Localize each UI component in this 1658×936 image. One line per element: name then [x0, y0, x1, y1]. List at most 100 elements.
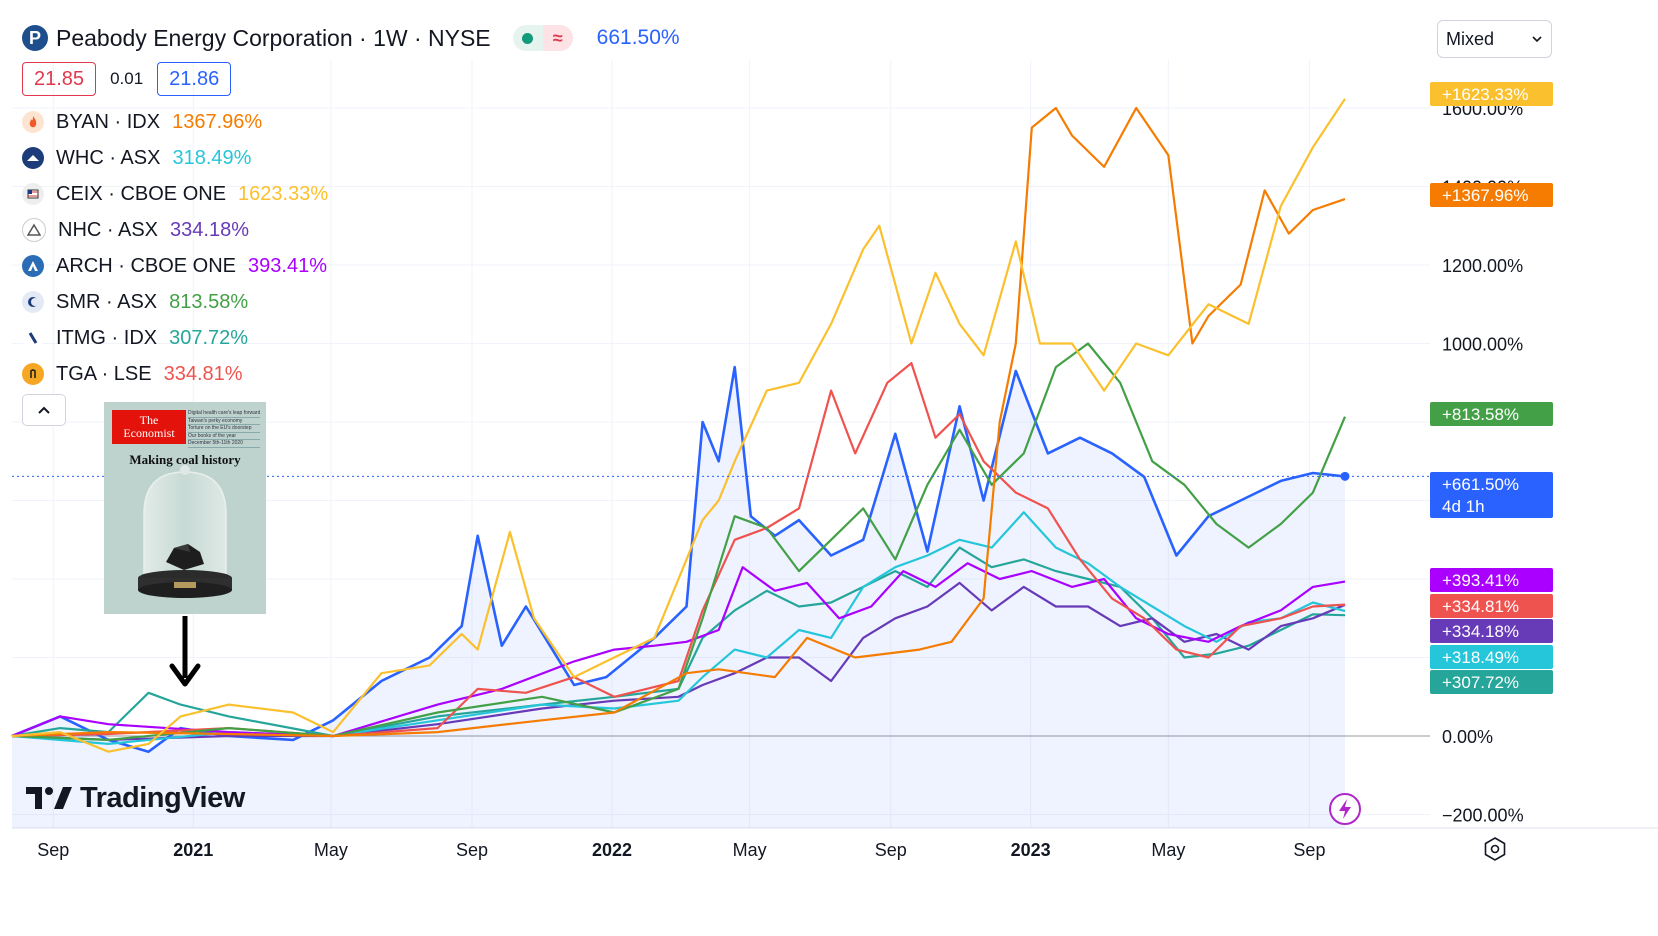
last-value-text: +334.18%	[1442, 622, 1519, 641]
legend-value: 393.41%	[248, 254, 327, 277]
last-value-badge	[1430, 82, 1553, 106]
buy-price-button[interactable]: 21.86	[157, 62, 232, 96]
legend-row[interactable]: ITMG · IDX 307.72%	[22, 320, 328, 356]
approx-data-icon: ≈	[542, 25, 573, 51]
x-tick-label: May	[733, 840, 767, 860]
market-status-pill[interactable]: ≈	[512, 25, 573, 51]
cover-line: December 5th-11th 2020	[188, 440, 260, 448]
scale-mode-select[interactable]: Mixed	[1437, 20, 1552, 58]
legend-row[interactable]: NHC · ASX 334.18%	[22, 212, 328, 248]
economist-cover-image: The Economist Digital health care's leap…	[104, 402, 266, 614]
last-value-text: +318.49%	[1442, 648, 1519, 667]
series-lines	[11, 98, 1430, 754]
main-change-percent: 661.50%	[596, 26, 680, 49]
last-value-text: +813.58%	[1442, 405, 1519, 424]
gear-icon[interactable]	[1482, 836, 1508, 862]
legend-symbol: SMR · ASX	[56, 290, 158, 313]
chevron-up-icon	[38, 406, 50, 414]
annotation-arrow	[169, 616, 201, 687]
tradingview-wordmark: TradingView	[80, 781, 245, 814]
last-value-text: +661.50%	[1442, 475, 1519, 494]
market-open-dot-icon	[513, 25, 543, 51]
series-line-btu[interactable]	[11, 365, 1346, 754]
x-tick-label: Sep	[456, 840, 488, 860]
last-value-badge	[1430, 402, 1553, 426]
sell-price-button[interactable]: 21.85	[22, 62, 97, 96]
y-tick-label: 0.00%	[1442, 727, 1493, 747]
y-tick-label: −200.00%	[1442, 806, 1524, 826]
series-areas	[12, 367, 1345, 828]
cover-line: Torture on the EU's doorstep	[188, 425, 260, 433]
legend-row[interactable]: WHC · ASX 318.49%	[22, 140, 328, 176]
legend-row[interactable]: SMR · ASX 813.58%	[22, 284, 328, 320]
series-line-ceix[interactable]	[11, 98, 1346, 753]
chevron-down-icon	[1532, 36, 1542, 43]
series-line-arch[interactable]	[11, 562, 1346, 738]
x-tick-label: Sep	[875, 840, 907, 860]
legend-row[interactable]: ARCH · CBOE ONE 393.41%	[22, 248, 328, 284]
last-value-badge	[1430, 645, 1553, 669]
coin-logo-icon	[22, 363, 44, 385]
symbol-title[interactable]: Peabody Energy Corporation · 1W · NYSE	[56, 24, 491, 51]
legend-row[interactable]: BYAN · IDX 1367.96%	[22, 104, 328, 140]
crescent-logo-icon	[22, 291, 44, 313]
bar-countdown-text: 4d 1h	[1442, 497, 1485, 516]
cover-line: Digital health care's leap forward	[188, 410, 260, 418]
tradingview-watermark: TradingView	[26, 780, 245, 816]
time-axis[interactable]: Sep 2021 May Sep 2022 May Sep 2023 May Sep	[37, 840, 1325, 860]
compare-legend: BYAN · IDX 1367.96% WHC · ASX 318.49% CE…	[22, 104, 328, 392]
arch-logo-icon	[22, 255, 44, 277]
legend-symbol: BYAN · IDX	[56, 110, 161, 133]
scale-mode-value: Mixed	[1446, 28, 1495, 49]
legend-value: 307.72%	[169, 326, 249, 349]
tradingview-logo-icon	[26, 787, 72, 809]
legend-value: 334.81%	[163, 362, 243, 385]
legend-symbol: NHC · ASX	[58, 218, 159, 241]
spread-value: 0.01	[110, 69, 144, 88]
collapse-legend-button[interactable]	[22, 394, 66, 426]
legend-symbol: TGA · LSE	[56, 362, 152, 385]
legend-row[interactable]: CEIX · CBOE ONE 1623.33%	[22, 176, 328, 212]
series-line-byan[interactable]	[11, 106, 1346, 738]
last-value-badge	[1430, 472, 1553, 518]
x-tick-label: 2022	[592, 840, 632, 860]
last-value-text: +334.81%	[1442, 597, 1519, 616]
last-value-text: +1623.33%	[1442, 85, 1529, 104]
last-value-labels: +1623.33% +1367.96% +813.58% +661.50% 4d 1h +…	[1430, 82, 1553, 694]
legend-value: 334.18%	[170, 218, 249, 241]
lightning-icon[interactable]	[1328, 792, 1362, 826]
x-tick-label: May	[314, 840, 348, 860]
last-value-text: +1367.96%	[1442, 186, 1529, 205]
cover-brand-line: The	[139, 413, 159, 427]
last-value-text: +393.41%	[1442, 571, 1519, 590]
legend-value: 1367.96%	[172, 110, 263, 133]
legend-symbol: ARCH · CBOE ONE	[56, 254, 237, 277]
last-value-badge	[1430, 568, 1553, 592]
mountain-logo-icon	[22, 147, 44, 169]
series-line-whc[interactable]	[11, 511, 1346, 746]
x-tick-label: Sep	[1293, 840, 1325, 860]
chart-header: P Peabody Energy Corporation · 1W · NYSE…	[22, 22, 680, 54]
legend-symbol: ITMG · IDX	[56, 326, 158, 349]
cover-brand-line: Economist	[123, 426, 175, 440]
flag-logo-icon	[22, 183, 44, 205]
economist-logo: The Economist	[112, 410, 186, 444]
last-value-badge	[1430, 619, 1553, 643]
last-value-badge	[1430, 670, 1553, 694]
triangle-logo-icon	[22, 218, 46, 242]
bell-jar-coal-illustration	[138, 465, 232, 598]
legend-value: 318.49%	[172, 146, 252, 169]
cover-headline: Making coal history	[129, 452, 241, 467]
y-tick-label: 1200.00%	[1442, 256, 1523, 276]
legend-value: 813.58%	[169, 290, 249, 313]
peabody-logo-icon: P	[22, 25, 48, 51]
x-tick-label: 2021	[173, 840, 213, 860]
legend-row[interactable]: TGA · LSE 334.81%	[22, 356, 328, 392]
series-line-smr[interactable]	[11, 342, 1347, 742]
cover-contents: Digital health care's leap forward Taiwa…	[188, 410, 260, 448]
last-value-badge	[1430, 594, 1553, 618]
last-price-dot	[1340, 471, 1350, 481]
legend-symbol: WHC · ASX	[56, 146, 161, 169]
series-line-tga[interactable]	[11, 362, 1346, 738]
price-axis[interactable]: 1600.00%1400.00%1200.00%1000.00%0.00%−20…	[1442, 99, 1524, 826]
